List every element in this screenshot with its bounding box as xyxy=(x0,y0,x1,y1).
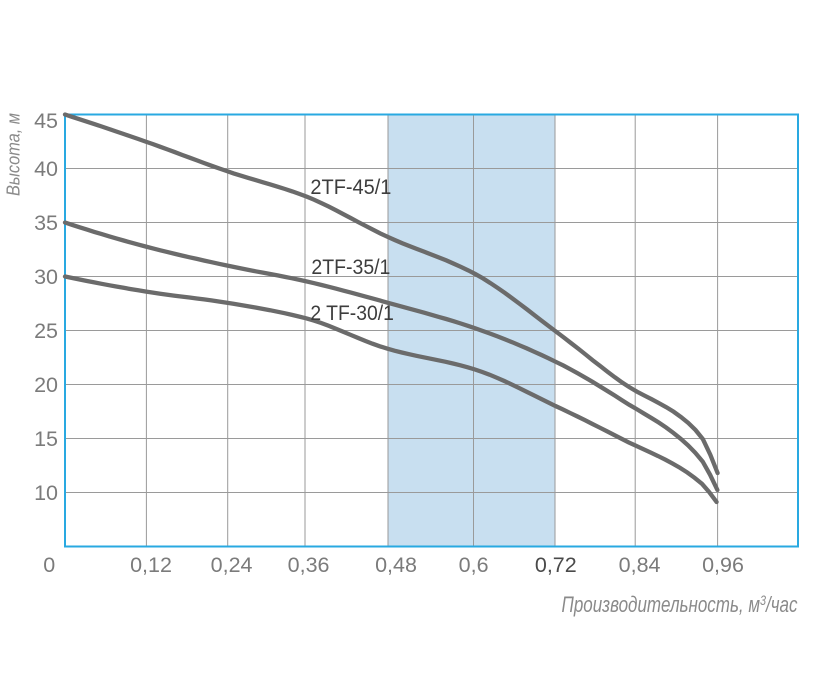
svg-text:2TF-45/1: 2TF-45/1 xyxy=(310,175,391,199)
svg-text:0: 0 xyxy=(43,553,55,577)
svg-text:0,36: 0,36 xyxy=(288,553,330,577)
svg-text:Высота, м: Высота, м xyxy=(3,113,24,196)
svg-text:2TF-35/1: 2TF-35/1 xyxy=(311,255,390,279)
svg-text:25: 25 xyxy=(34,319,58,343)
svg-text:45: 45 xyxy=(34,109,58,133)
svg-text:0,6: 0,6 xyxy=(459,553,489,577)
svg-text:0,48: 0,48 xyxy=(375,553,417,577)
svg-text:20: 20 xyxy=(34,373,58,397)
svg-text:0,96: 0,96 xyxy=(702,553,744,577)
svg-text:Производительность, м3/час: Производительность, м3/час xyxy=(562,592,798,617)
svg-text:30: 30 xyxy=(34,265,58,289)
svg-text:0,12: 0,12 xyxy=(130,553,172,577)
svg-text:35: 35 xyxy=(34,211,58,235)
svg-text:0,72: 0,72 xyxy=(535,553,577,577)
svg-text:15: 15 xyxy=(34,427,58,451)
svg-text:40: 40 xyxy=(34,157,58,181)
svg-text:0,24: 0,24 xyxy=(211,553,253,577)
svg-text:10: 10 xyxy=(34,481,58,505)
svg-text:2 TF-30/1: 2 TF-30/1 xyxy=(310,301,394,325)
svg-text:0,84: 0,84 xyxy=(619,553,661,577)
